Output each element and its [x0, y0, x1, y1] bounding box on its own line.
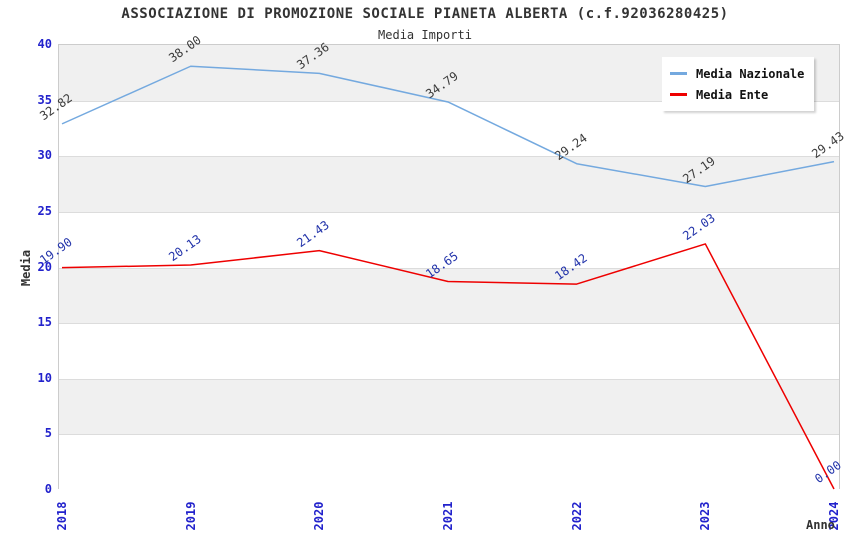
legend-swatch	[670, 72, 687, 75]
y-tick-label: 25	[37, 203, 52, 218]
y-tick-label: 15	[37, 315, 52, 330]
chart-subtitle: Media Importi	[378, 28, 472, 42]
chart-title: ASSOCIAZIONE DI PROMOZIONE SOCIALE PIANE…	[121, 6, 729, 22]
x-tick-label: 2018	[55, 501, 69, 531]
gridline	[59, 378, 839, 380]
grid-band	[59, 156, 839, 212]
y-tick-label: 0	[44, 482, 52, 496]
grid-band	[59, 267, 839, 324]
x-tick-label: 2023	[698, 501, 713, 531]
y-tick-label: 5	[44, 426, 52, 441]
x-tick-label: 2019	[183, 501, 198, 531]
legend: Media Nazionale Media Ente	[662, 57, 815, 111]
legend-item: Media Ente	[670, 84, 804, 105]
y-tick-label: 35	[37, 92, 52, 107]
x-axis-title: Anno	[806, 518, 835, 532]
x-tick-label: 2021	[441, 501, 455, 531]
legend-item: Media Nazionale	[670, 63, 804, 84]
legend-swatch	[670, 93, 687, 96]
gridline	[59, 323, 839, 325]
gridline	[59, 434, 839, 436]
y-tick-label: 20	[37, 259, 52, 274]
legend-label: Media Nazionale	[696, 66, 805, 81]
gridline	[59, 211, 839, 213]
gridline	[59, 156, 839, 158]
legend-label: Media Ente	[696, 87, 769, 102]
y-tick-label: 30	[37, 148, 52, 163]
grid-band	[59, 434, 839, 490]
x-tick-label: 2020	[312, 501, 327, 531]
y-tick-label: 40	[37, 37, 52, 51]
y-tick-label: 10	[37, 370, 52, 385]
grid-band	[59, 378, 839, 435]
y-axis-title: Media	[19, 249, 33, 287]
grid-band	[59, 323, 839, 379]
x-tick-label: 2022	[569, 501, 584, 531]
